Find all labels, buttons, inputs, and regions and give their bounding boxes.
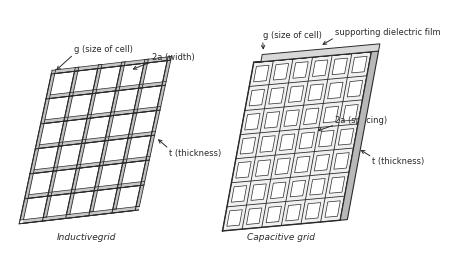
Text: 2a (spacing): 2a (spacing) bbox=[335, 116, 387, 125]
Polygon shape bbox=[323, 106, 338, 123]
Polygon shape bbox=[270, 182, 286, 199]
Polygon shape bbox=[247, 208, 262, 225]
Polygon shape bbox=[112, 59, 145, 213]
Polygon shape bbox=[25, 185, 144, 199]
Polygon shape bbox=[254, 65, 269, 82]
Polygon shape bbox=[347, 80, 363, 97]
Polygon shape bbox=[286, 204, 301, 221]
Text: t (thickness): t (thickness) bbox=[372, 157, 424, 166]
Polygon shape bbox=[35, 135, 155, 149]
Text: t (thickness): t (thickness) bbox=[169, 149, 221, 158]
Text: Capacitive grid: Capacitive grid bbox=[248, 232, 315, 242]
Polygon shape bbox=[340, 51, 378, 220]
Polygon shape bbox=[314, 154, 330, 171]
Polygon shape bbox=[293, 62, 308, 78]
Polygon shape bbox=[332, 58, 347, 75]
Polygon shape bbox=[90, 62, 125, 212]
Polygon shape bbox=[299, 132, 315, 149]
Polygon shape bbox=[334, 153, 349, 169]
Polygon shape bbox=[273, 63, 288, 80]
Polygon shape bbox=[260, 136, 275, 152]
Polygon shape bbox=[113, 59, 148, 209]
Polygon shape bbox=[39, 131, 155, 149]
Polygon shape bbox=[343, 104, 358, 121]
Polygon shape bbox=[310, 179, 325, 195]
Polygon shape bbox=[304, 108, 319, 125]
Polygon shape bbox=[245, 113, 260, 130]
Polygon shape bbox=[279, 134, 295, 150]
Polygon shape bbox=[89, 62, 122, 216]
Polygon shape bbox=[51, 60, 171, 74]
Polygon shape bbox=[266, 206, 282, 223]
Polygon shape bbox=[312, 60, 328, 77]
Text: Inductivegrid: Inductivegrid bbox=[56, 232, 116, 242]
Polygon shape bbox=[249, 89, 265, 106]
Polygon shape bbox=[240, 138, 256, 154]
Polygon shape bbox=[264, 112, 280, 128]
Polygon shape bbox=[20, 70, 56, 220]
Polygon shape bbox=[55, 57, 171, 74]
Polygon shape bbox=[269, 88, 284, 104]
Polygon shape bbox=[261, 44, 380, 62]
Polygon shape bbox=[290, 180, 306, 197]
Polygon shape bbox=[308, 84, 324, 100]
Polygon shape bbox=[43, 67, 79, 217]
Polygon shape bbox=[30, 160, 149, 174]
Text: 2a (width): 2a (width) bbox=[152, 53, 195, 62]
Polygon shape bbox=[67, 64, 102, 215]
Polygon shape bbox=[319, 130, 334, 147]
Polygon shape bbox=[329, 177, 345, 193]
Polygon shape bbox=[135, 57, 168, 210]
Polygon shape bbox=[328, 82, 343, 99]
Polygon shape bbox=[28, 181, 145, 198]
Polygon shape bbox=[325, 201, 340, 217]
Polygon shape bbox=[222, 52, 371, 231]
Polygon shape bbox=[66, 65, 99, 219]
Polygon shape bbox=[44, 107, 161, 124]
Polygon shape bbox=[256, 160, 271, 176]
Polygon shape bbox=[22, 206, 140, 223]
Text: supporting dielectric film: supporting dielectric film bbox=[335, 28, 441, 37]
Polygon shape bbox=[136, 57, 171, 207]
Polygon shape bbox=[288, 86, 304, 102]
Polygon shape bbox=[50, 82, 166, 99]
Polygon shape bbox=[305, 203, 321, 219]
Polygon shape bbox=[40, 110, 160, 124]
Polygon shape bbox=[46, 85, 165, 99]
Text: g (size of cell): g (size of cell) bbox=[263, 31, 321, 40]
Polygon shape bbox=[295, 156, 310, 173]
Polygon shape bbox=[352, 56, 367, 73]
Polygon shape bbox=[254, 51, 378, 62]
Polygon shape bbox=[19, 210, 139, 224]
Polygon shape bbox=[236, 161, 251, 178]
Text: g (size of cell): g (size of cell) bbox=[74, 45, 132, 54]
Polygon shape bbox=[19, 70, 52, 224]
Polygon shape bbox=[231, 186, 247, 202]
Polygon shape bbox=[42, 68, 75, 221]
Polygon shape bbox=[227, 210, 242, 226]
Polygon shape bbox=[251, 184, 266, 200]
Polygon shape bbox=[284, 110, 299, 127]
Polygon shape bbox=[33, 156, 150, 174]
Polygon shape bbox=[275, 158, 290, 175]
Polygon shape bbox=[338, 129, 354, 145]
